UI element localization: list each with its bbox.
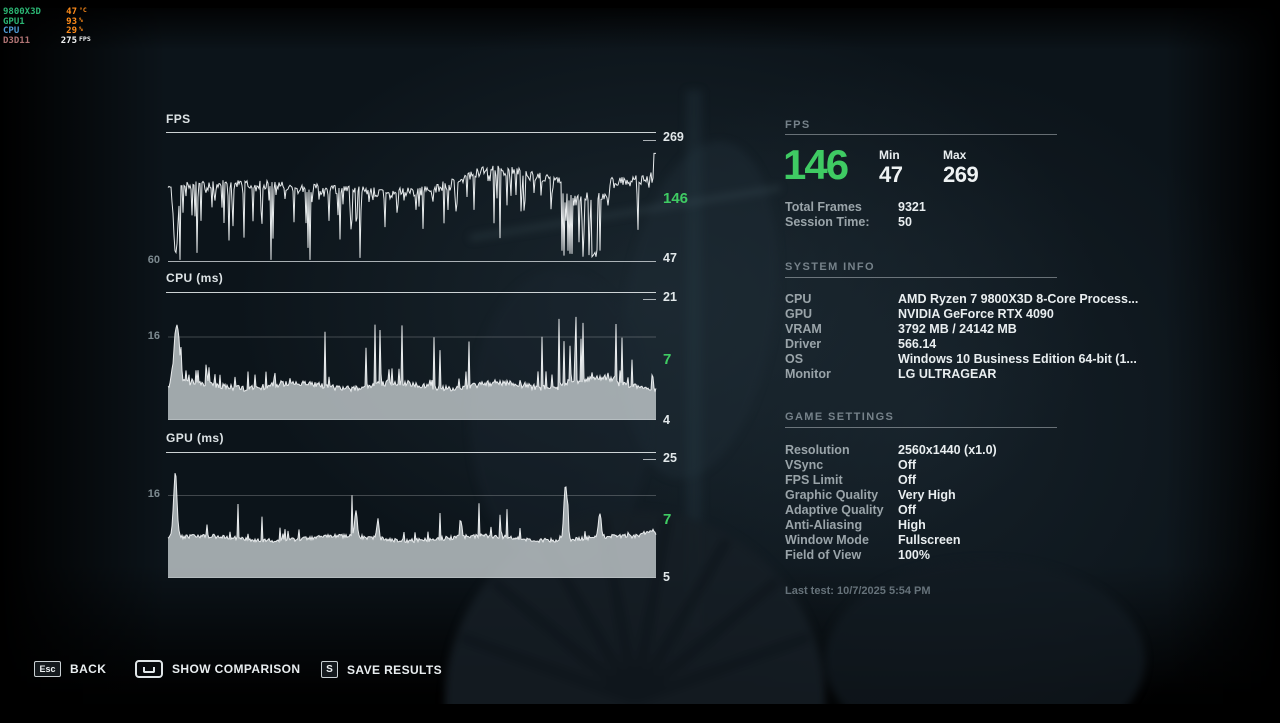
game-setting-label: Adaptive Quality	[785, 503, 884, 517]
system-info-divider	[785, 277, 1057, 278]
system-info-header: SYSTEM INFO	[785, 261, 875, 273]
game-setting-label: Resolution	[785, 443, 850, 457]
cpu-axis-avg: 7	[663, 351, 672, 368]
gpu-axis-min: 5	[663, 570, 670, 584]
system-info-label: OS	[785, 352, 804, 366]
system-info-value: 3792 MB / 24142 MB	[898, 322, 1017, 336]
osd-row-cpu-usage: CPU 29 %	[3, 25, 115, 37]
game-setting-value: 100%	[898, 548, 930, 562]
total-frames-label: Total Frames	[785, 200, 862, 214]
s-key-icon: S	[321, 661, 338, 678]
game-setting-value: High	[898, 518, 926, 532]
fps-axis-60: 60	[147, 254, 160, 266]
game-setting-value: 2560x1440 (x1.0)	[898, 443, 997, 457]
cpu-axis-min: 4	[663, 413, 670, 427]
performance-osd: 9800X3D 47 °C GPU1 93 % CPU 29 % D3D11 2…	[3, 6, 115, 47]
osd-label: 9800X3D	[3, 7, 41, 17]
show-comparison-button[interactable]: SHOW COMPARISON	[135, 660, 300, 678]
cpu-axis-max: 21	[663, 290, 677, 304]
save-results-label: SAVE RESULTS	[347, 662, 443, 677]
game-setting-value: Off	[898, 473, 917, 487]
session-time-label: Session Time:	[785, 215, 870, 229]
osd-row-framerate: D3D11 275 FPS	[3, 34, 115, 47]
fps-chart-underline	[166, 132, 656, 133]
cpu-area-chart	[167, 299, 657, 420]
game-setting-value: Off	[898, 503, 917, 517]
total-frames-value: 9321	[898, 200, 926, 214]
game-setting-label: FPS Limit	[785, 473, 843, 487]
fps-axis-max: 269	[663, 130, 684, 144]
fps-section-divider	[785, 134, 1057, 135]
game-setting-value: Very High	[898, 488, 956, 502]
esc-key-icon: Esc	[34, 661, 61, 677]
system-info-label: CPU	[785, 292, 812, 306]
osd-value: 47	[66, 7, 77, 17]
fps-line-chart	[167, 140, 656, 262]
save-results-button[interactable]: S SAVE RESULTS	[321, 661, 442, 678]
fps-chart-title: FPS	[166, 112, 191, 126]
system-info-value: 566.14	[898, 337, 937, 351]
game-settings-divider	[785, 427, 1057, 428]
gpu-chart-underline	[166, 452, 656, 453]
osd-unit: %	[79, 15, 83, 24]
min-label: Min	[879, 148, 900, 162]
last-test-timestamp: Last test: 10/7/2025 5:54 PM	[785, 585, 931, 597]
system-info-label: Driver	[785, 337, 822, 351]
gpu-area-chart	[167, 459, 657, 578]
osd-label: D3D11	[3, 35, 31, 46]
fps-section-header: FPS	[785, 119, 811, 131]
osd-unit: FPS	[79, 34, 91, 43]
gpu-axis-16: 16	[147, 488, 160, 500]
game-setting-label: Field of View	[785, 548, 862, 562]
cpu-chart-title: CPU (ms)	[166, 271, 224, 285]
system-info-label: VRAM	[785, 322, 822, 336]
osd-unit: %	[79, 25, 83, 33]
cpu-chart-underline	[166, 292, 656, 293]
osd-value: 29	[66, 26, 77, 36]
system-info-value: AMD Ryzen 7 9800X3D 8-Core Process...	[898, 292, 1139, 306]
gpu-axis-avg: 7	[663, 511, 672, 528]
osd-row-cpu-temp: 9800X3D 47 °C	[3, 6, 115, 18]
game-setting-value: Off	[898, 458, 917, 472]
game-setting-label: VSync	[785, 458, 824, 472]
system-info-label: Monitor	[785, 367, 831, 381]
system-info-value: NVIDIA GeForce RTX 4090	[898, 307, 1054, 321]
system-info-label: GPU	[785, 307, 813, 321]
letterbox-bottom	[0, 704, 1280, 723]
gpu-chart-title: GPU (ms)	[166, 431, 224, 445]
session-time-value: 50	[898, 215, 912, 229]
back-button[interactable]: Esc BACK	[34, 661, 106, 677]
max-fps-value: 269	[943, 162, 979, 187]
show-comparison-label: SHOW COMPARISON	[172, 662, 301, 676]
gpu-axis-max: 25	[663, 451, 677, 465]
game-settings-header: GAME SETTINGS	[785, 411, 895, 423]
osd-row-gpu-usage: GPU1 93 %	[3, 15, 115, 28]
game-setting-label: Graphic Quality	[785, 488, 879, 502]
fps-axis-min: 47	[663, 251, 677, 265]
enter-key-icon	[135, 660, 163, 678]
letterbox-top	[0, 0, 1280, 8]
back-button-label: BACK	[70, 662, 107, 676]
osd-value: 275	[60, 35, 77, 46]
system-info-value: LG ULTRAGEAR	[898, 367, 997, 381]
osd-unit: °C	[79, 6, 87, 14]
min-fps-value: 47	[879, 162, 903, 187]
system-info-value: Windows 10 Business Edition 64-bit (1...	[898, 352, 1137, 366]
osd-label: CPU	[3, 26, 20, 36]
osd-value: 93	[66, 16, 77, 27]
game-setting-value: Fullscreen	[898, 533, 961, 547]
max-label: Max	[943, 148, 967, 162]
fps-axis-avg: 146	[663, 190, 689, 207]
game-setting-label: Window Mode	[785, 533, 869, 547]
average-fps-value: 146	[783, 141, 849, 188]
cpu-axis-16: 16	[147, 330, 160, 342]
osd-label: GPU1	[3, 16, 25, 27]
game-setting-label: Anti-Aliasing	[785, 518, 863, 532]
